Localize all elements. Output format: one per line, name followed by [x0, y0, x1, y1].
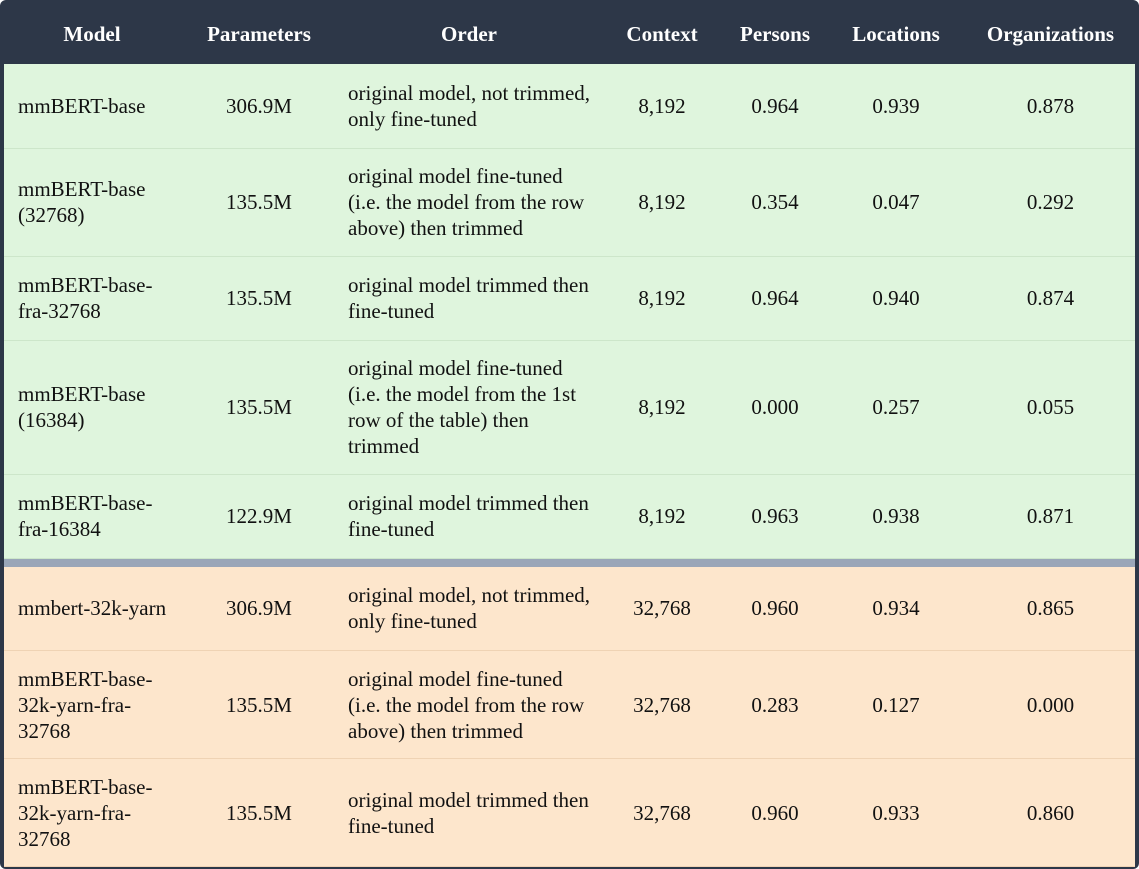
table-cell: mmBERT-base-fra-32768	[4, 256, 180, 341]
table-cell: 306.9M	[180, 64, 338, 149]
column-header: Order	[338, 4, 600, 64]
table-cell: 8,192	[600, 474, 724, 559]
table-cell: 0.047	[826, 148, 966, 257]
table-cell: 0.939	[826, 64, 966, 149]
table-cell: original model, not trimmed, only fine-t…	[338, 64, 600, 149]
table-cell: mmbert-32k-yarn	[4, 566, 180, 651]
results-table: Model Parameters Order Context Persons Locati…	[4, 4, 1135, 867]
table-cell: original model fine-tuned (i.e. the mode…	[338, 148, 600, 257]
table-cell: 135.5M	[180, 650, 338, 759]
table-cell: mmBERT-base-32k-yarn-fra-32768	[4, 650, 180, 759]
table-cell: 0.964	[724, 64, 826, 149]
table-cell: 0.940	[826, 256, 966, 341]
table-cell: mmBERT-base (32768)	[4, 148, 180, 257]
table-row: mmBERT-base (16384) 135.5M original model …	[4, 340, 1135, 475]
table-row: mmBERT-base-32k-yarn-fra-32768 135.5M orig…	[4, 758, 1135, 867]
table-cell: original model trimmed then fine-tuned	[338, 758, 600, 867]
column-header: Model	[4, 4, 180, 64]
table-cell: 0.257	[826, 340, 966, 475]
table-cell: 0.000	[724, 340, 826, 475]
column-header: Organizations	[966, 4, 1135, 64]
table-cell: 135.5M	[180, 340, 338, 475]
table-cell: 135.5M	[180, 148, 338, 257]
table-body: mmBERT-base 306.9M original model, not tri…	[4, 64, 1135, 867]
table-row: mmbert-32k-yarn 306.9M original model, not…	[4, 566, 1135, 651]
table-cell: mmBERT-base-32k-yarn-fra-32768	[4, 758, 180, 867]
table-cell: 0.964	[724, 256, 826, 341]
table-cell: 8,192	[600, 340, 724, 475]
table-cell: 135.5M	[180, 256, 338, 341]
table-cell: original model fine-tuned (i.e. the mode…	[338, 340, 600, 475]
table-cell: 32,768	[600, 566, 724, 651]
table-cell: 0.874	[966, 256, 1135, 341]
table-cell: 32,768	[600, 758, 724, 867]
table-cell: 0.354	[724, 148, 826, 257]
table-cell: original model trimmed then fine-tuned	[338, 474, 600, 559]
table-cell: mmBERT-base (16384)	[4, 340, 180, 475]
table-cell: 0.127	[826, 650, 966, 759]
column-header: Locations	[826, 4, 966, 64]
table-cell: 0.934	[826, 566, 966, 651]
column-header: Persons	[724, 4, 826, 64]
table-cell: 0.871	[966, 474, 1135, 559]
section-separator	[4, 558, 1135, 567]
separator-cell	[4, 558, 1135, 567]
table-cell: original model trimmed then fine-tuned	[338, 256, 600, 341]
table-row: mmBERT-base-fra-32768 135.5M original mode…	[4, 256, 1135, 341]
table-cell: 0.960	[724, 758, 826, 867]
table-cell: 0.292	[966, 148, 1135, 257]
table-row: mmBERT-base-fra-16384 122.9M original mode…	[4, 474, 1135, 559]
table-cell: 0.960	[724, 566, 826, 651]
table-cell: original model, not trimmed, only fine-t…	[338, 566, 600, 651]
table-cell: 8,192	[600, 256, 724, 341]
table-cell: 0.283	[724, 650, 826, 759]
column-header: Context	[600, 4, 724, 64]
table-cell: original model fine-tuned (i.e. the mode…	[338, 650, 600, 759]
table-cell: 135.5M	[180, 758, 338, 867]
table-row: mmBERT-base-32k-yarn-fra-32768 135.5M orig…	[4, 650, 1135, 759]
table-cell: 8,192	[600, 148, 724, 257]
table-cell: 32,768	[600, 650, 724, 759]
table-cell: 0.000	[966, 650, 1135, 759]
header-row: Model Parameters Order Context Persons Locati…	[4, 4, 1135, 64]
table-cell: 8,192	[600, 64, 724, 149]
table-cell: 0.055	[966, 340, 1135, 475]
table-cell: mmBERT-base	[4, 64, 180, 149]
table-cell: 0.933	[826, 758, 966, 867]
table-cell: 0.878	[966, 64, 1135, 149]
table-row: mmBERT-base (32768) 135.5M original model …	[4, 148, 1135, 257]
table-cell: 0.865	[966, 566, 1135, 651]
table-cell: mmBERT-base-fra-16384	[4, 474, 180, 559]
table-cell: 0.963	[724, 474, 826, 559]
column-header: Parameters	[180, 4, 338, 64]
table-cell: 122.9M	[180, 474, 338, 559]
table-cell: 0.860	[966, 758, 1135, 867]
table-row: mmBERT-base 306.9M original model, not tri…	[4, 64, 1135, 149]
table-cell: 306.9M	[180, 566, 338, 651]
table-cell: 0.938	[826, 474, 966, 559]
